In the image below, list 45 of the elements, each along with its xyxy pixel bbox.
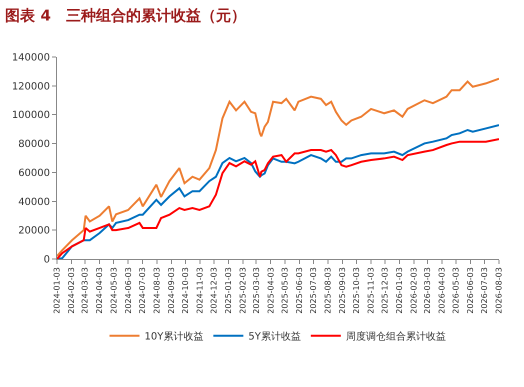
x-tick-label: 2024-04-03 (95, 267, 104, 314)
legend-label: 5Y累计收益 (248, 330, 301, 343)
x-tick-label: 2025-03-03 (252, 267, 261, 314)
x-tick-label: 2025-06-03 (294, 267, 304, 314)
x-tick-label: 2025-12-03 (380, 267, 390, 314)
x-tick-label: 2025-07-03 (308, 267, 318, 314)
y-tick-label: 120000 (12, 81, 50, 92)
y-tick-label: 0 (44, 254, 50, 266)
x-tick-label: 2024-09-03 (166, 267, 176, 314)
x-tick-label: 2024-08-03 (152, 267, 162, 314)
x-tick-label: 2025-09-03 (338, 267, 348, 314)
x-tick-label: 2024-03-03 (80, 267, 90, 314)
x-tick-label: 2026-02-03 (410, 267, 419, 314)
y-tick-label: 60000 (18, 168, 50, 179)
legend-label: 周度调仓组合累计收益 (346, 330, 446, 343)
x-tick-label: 2026-08-03 (494, 267, 504, 314)
x-tick-label: 2025-10-03 (352, 267, 362, 314)
x-tick-label: 2025-11-03 (366, 267, 376, 314)
x-tick-label: 2026-07-03 (480, 267, 490, 314)
x-tick-label: 2026-04-03 (437, 267, 446, 314)
x-tick-label: 2026-06-03 (466, 267, 476, 314)
line-series (57, 78, 499, 258)
y-tick-label: 80000 (18, 139, 50, 150)
y-tick-label: 100000 (12, 110, 50, 122)
x-tick-label: 2025-08-03 (324, 267, 333, 314)
x-tick-label: 2024-10-03 (181, 267, 190, 314)
x-tick-label: 2025-04-03 (266, 267, 276, 314)
x-tick-label: 2024-05-03 (109, 267, 118, 314)
x-tick-label: 2025-05-03 (280, 267, 290, 314)
x-tick-label: 2025-01-03 (224, 267, 234, 314)
x-tick-label: 2026-01-03 (395, 267, 404, 314)
x-tick-label: 2024-07-03 (138, 267, 147, 314)
y-tick-label: 40000 (18, 196, 50, 208)
chart-title: 图表 4 三种组合的累计收益（元） (5, 6, 246, 25)
y-tick-label: 140000 (12, 52, 50, 64)
x-tick-label: 2024-06-03 (124, 267, 133, 314)
x-tick-label: 2024-12-03 (210, 267, 219, 314)
x-tick-label: 2025-02-03 (238, 267, 248, 314)
legend-label: 10Y累计收益 (144, 330, 204, 343)
x-tick-label: 2026-05-03 (451, 267, 460, 314)
x-tick-label: 2024-02-03 (67, 267, 76, 314)
x-tick-label: 2024-11-03 (196, 267, 205, 314)
x-tick-label: 2024-01-03 (52, 267, 62, 314)
y-tick-label: 20000 (18, 226, 50, 237)
x-tick-label: 2026-03-03 (422, 267, 432, 314)
